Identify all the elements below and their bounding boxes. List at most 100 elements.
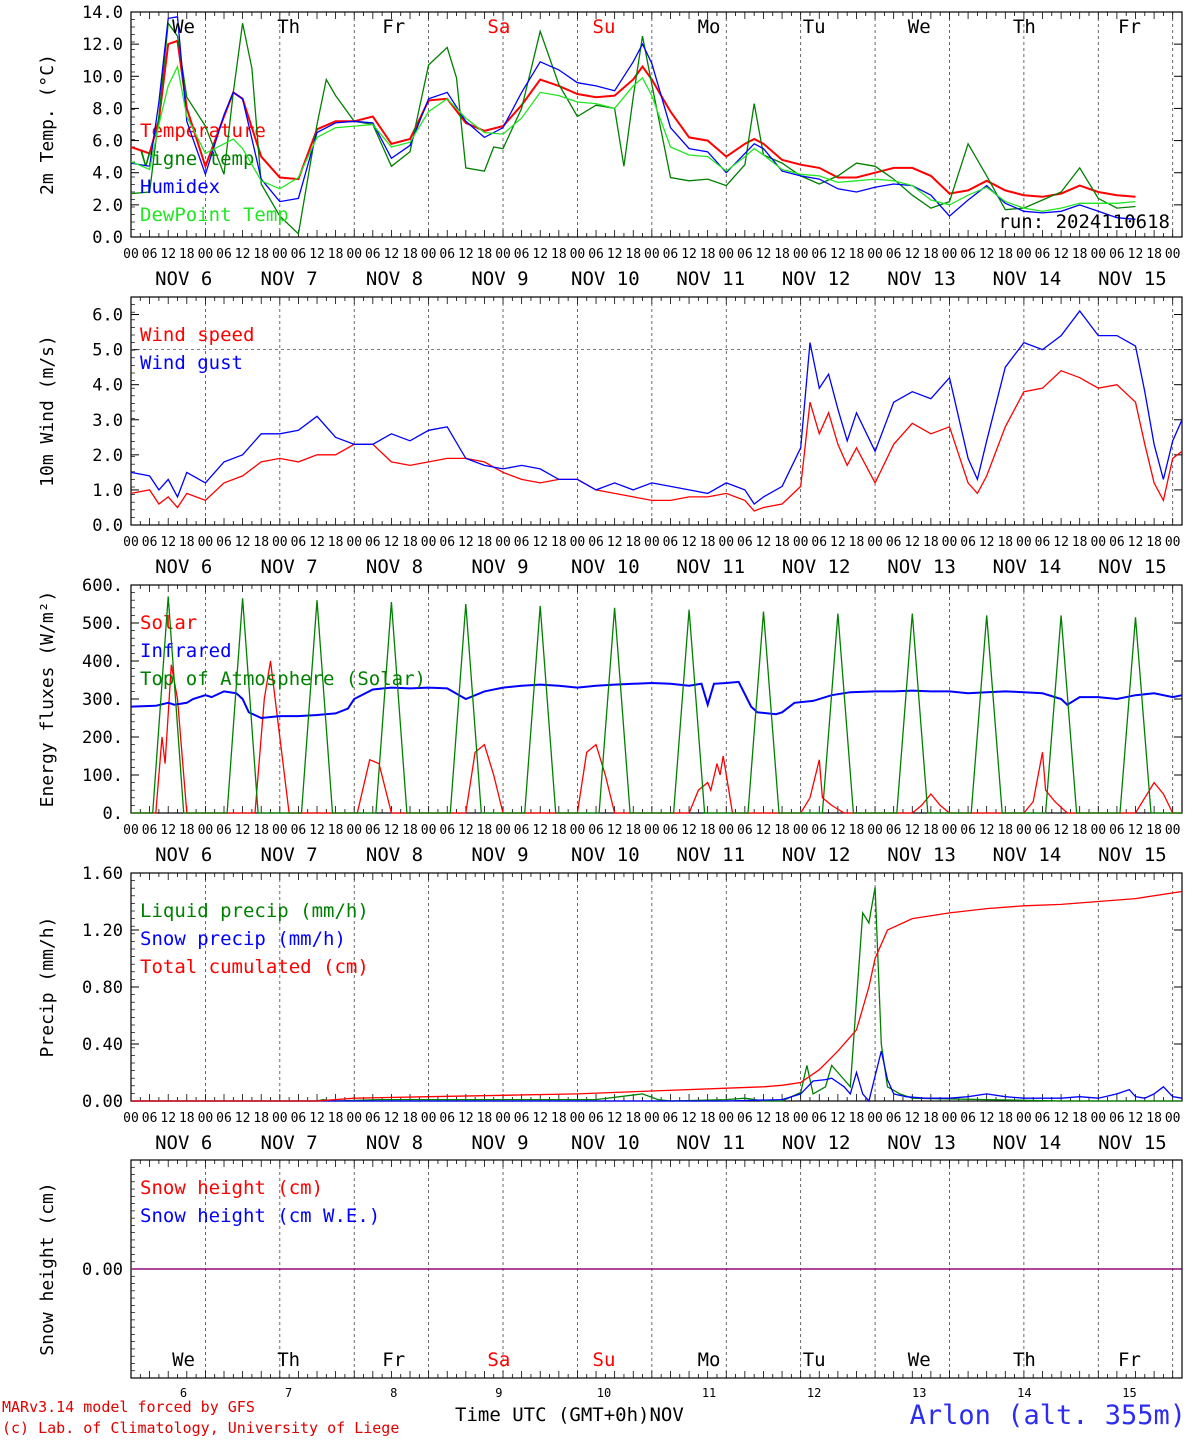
hour-tick-label: 06 [439,823,455,838]
hour-tick-label: 06 [960,535,976,550]
hour-tick-label: 12 [458,535,474,550]
date-label: NOV 6 [155,268,212,290]
hour-tick-label: 18 [700,247,716,262]
hour-tick-label: 18 [1072,1111,1088,1126]
hour-tick-label: 12 [979,247,995,262]
hour-tick-label: 00 [942,1111,958,1126]
weekday-label: We [908,16,931,38]
hour-tick-label: 18 [477,247,493,262]
date-label: NOV 10 [571,844,640,866]
hour-tick-label: 18 [774,823,790,838]
legend-entry: Humidex [140,176,220,198]
hour-tick-label: 18 [923,247,939,262]
hour-tick-label: 00 [1016,535,1032,550]
weekday-label-bottom: Su [593,1349,616,1371]
hour-tick-label: 00 [123,823,139,838]
hour-tick-label: 00 [123,1111,139,1126]
series-line-top-of-atmosphere-solar- [131,596,1182,814]
weekday-label-bottom: Sa [487,1349,510,1371]
hour-tick-label: 00 [644,823,660,838]
hour-tick-label: 00 [718,247,734,262]
series-line-wind-gust [130,309,1183,505]
date-label: NOV 11 [676,556,745,578]
date-label: NOV 11 [676,1132,745,1154]
hour-tick-label: 06 [142,247,158,262]
hour-tick-label: 06 [439,1111,455,1126]
date-label: NOV 6 [155,844,212,866]
hour-tick-label: 12 [681,1111,697,1126]
y-tick-label: 0.80 [82,978,123,998]
hour-tick-label: 00 [1090,823,1106,838]
hour-tick-label: 06 [588,823,604,838]
hour-tick-label: 06 [142,1111,158,1126]
hour-tick-label: 18 [923,1111,939,1126]
hour-tick-label: 06 [365,247,381,262]
hour-tick-label: 12 [309,535,325,550]
hour-tick-label: 00 [346,1111,362,1126]
hour-tick-label: 00 [198,247,214,262]
date-label: NOV 13 [887,844,956,866]
weekday-label: Th [1013,16,1036,38]
date-label: NOV 7 [261,1132,318,1154]
hour-tick-label: 18 [402,1111,418,1126]
y-axis-label: Energy fluxes (W/m²) [37,591,58,808]
hour-tick-label: 18 [997,535,1013,550]
hour-tick-label: 18 [997,1111,1013,1126]
hour-tick-label: 06 [514,1111,530,1126]
hour-tick-label: 18 [1146,247,1162,262]
date-label: NOV 15 [1098,556,1167,578]
date-label: NOV 12 [782,556,851,578]
date-label: NOV 12 [782,268,851,290]
hour-tick-label: 06 [811,823,827,838]
date-label: NOV 6 [155,1132,212,1154]
hour-tick-label: 00 [793,823,809,838]
date-label: NOV 9 [471,268,528,290]
series-line-humidex [130,16,1136,220]
hour-tick-label: 00 [272,247,288,262]
hour-tick-label: 00 [1016,1111,1032,1126]
hour-tick-label: 18 [477,1111,493,1126]
y-tick-label: 0.00 [82,1092,123,1112]
date-label: NOV 13 [887,556,956,578]
y-tick-label: 1.20 [82,921,123,941]
weekday-label: Sa [487,16,510,38]
hour-tick-label: 12 [1053,823,1069,838]
hour-tick-label: 00 [198,823,214,838]
chart-panel-5: 0.00 Snow height (cm) Snow height (cm) Snow… [37,1159,1183,1379]
hour-tick-label: 12 [235,823,251,838]
day-number-label: 13 [912,1386,926,1400]
y-tick-label: 500. [82,614,123,634]
series-line-vigne-temp [130,21,1136,236]
date-label: NOV 8 [366,844,423,866]
hour-tick-label: 12 [756,823,772,838]
date-label: NOV 8 [366,268,423,290]
hour-tick-label: 18 [253,535,269,550]
hour-tick-label: 06 [1109,247,1125,262]
date-label: NOV 10 [571,556,640,578]
hour-tick-label: 00 [495,247,511,262]
hour-tick-label: 12 [904,535,920,550]
hour-tick-label: 06 [1109,823,1125,838]
hour-tick-label: 18 [1146,823,1162,838]
series-line-solar [131,660,1182,814]
hour-tick-label: 06 [1035,1111,1051,1126]
hour-tick-label: 18 [551,535,567,550]
hour-tick-label: 00 [942,823,958,838]
hour-tick-label: 06 [514,247,530,262]
hour-tick-label: 18 [849,247,865,262]
hour-tick-label: 18 [402,247,418,262]
date-label: NOV 12 [782,1132,851,1154]
date-label: NOV 7 [261,268,318,290]
hour-tick-label: 12 [235,1111,251,1126]
date-label: NOV 12 [782,844,851,866]
hour-tick-label: 00 [123,247,139,262]
chart-panel-2: 0.0 1.0 2.0 3.0 4.0 5.0 6.0 10m Wind (m/s) Wind … [37,296,1183,578]
date-label: NOV 15 [1098,844,1167,866]
weekday-label: Th [277,16,300,38]
hour-tick-label: 06 [365,535,381,550]
hour-tick-label: 06 [886,535,902,550]
weekday-label: Fr [1118,16,1141,38]
hour-tick-label: 00 [570,247,586,262]
date-label: NOV 7 [261,844,318,866]
date-label: NOV 13 [887,268,956,290]
